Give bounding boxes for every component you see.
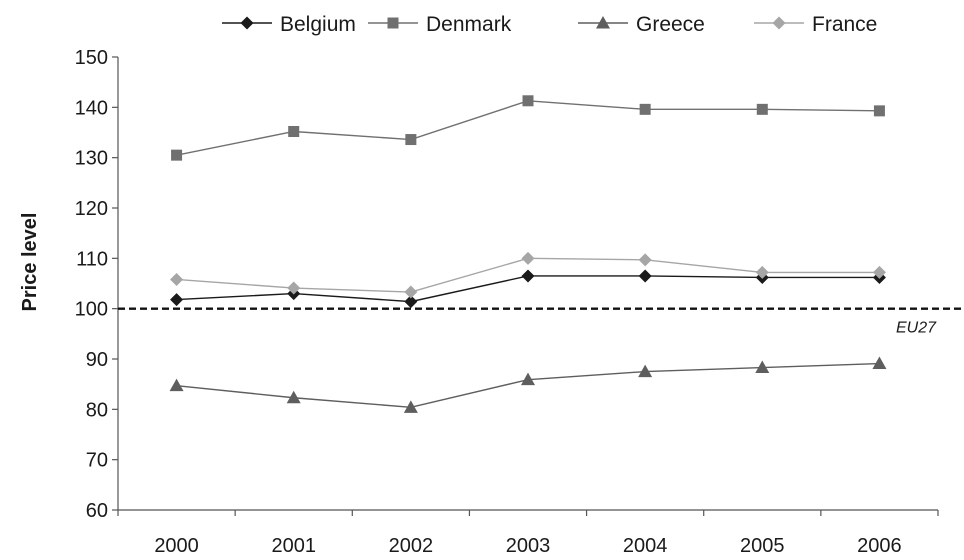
data-point-france xyxy=(755,265,769,279)
data-point-france xyxy=(404,285,418,299)
x-tick-label: 2005 xyxy=(740,535,785,557)
data-point-greece xyxy=(872,356,887,370)
series-belgium xyxy=(170,269,886,309)
legend-marker-greece xyxy=(596,16,610,29)
series-france xyxy=(170,251,886,299)
legend-item-france: France xyxy=(754,13,877,36)
series-layer xyxy=(169,95,887,413)
data-point-france xyxy=(638,253,652,267)
data-point-france xyxy=(521,251,535,265)
data-point-denmark xyxy=(405,134,417,146)
series-greece xyxy=(169,356,887,413)
y-tick-label: 80 xyxy=(86,399,108,421)
legend-item-denmark: Denmark xyxy=(368,13,512,36)
y-tick-label: 100 xyxy=(75,299,108,321)
data-point-denmark xyxy=(171,149,183,161)
data-point-france xyxy=(872,265,886,279)
data-point-denmark xyxy=(756,103,768,115)
data-point-greece xyxy=(403,400,418,413)
x-tick-label: 2000 xyxy=(154,535,199,557)
data-point-greece xyxy=(638,364,653,378)
data-point-denmark xyxy=(639,103,651,115)
y-tick-label: 110 xyxy=(76,248,108,270)
data-point-belgium xyxy=(404,295,418,309)
y-tick-label: 70 xyxy=(86,450,108,472)
y-tick-label: 60 xyxy=(86,500,108,522)
y-tick-label: 150 xyxy=(75,47,108,69)
series-line-denmark xyxy=(176,100,880,156)
legend-label-belgium: Belgium xyxy=(280,13,356,36)
x-axis: 2000 2001 2002 2003 2004 2005 2006 xyxy=(117,509,939,557)
y-axis: 60 70 80 90 100 110 120 130 140 150 xyxy=(75,47,119,522)
reference-line-label: EU27 xyxy=(896,320,937,337)
data-point-belgium xyxy=(170,293,184,307)
data-point-denmark xyxy=(288,125,300,137)
legend-marker-denmark xyxy=(387,17,399,29)
x-tick-label: 2001 xyxy=(271,535,316,557)
data-point-greece xyxy=(521,372,535,386)
legend-item-belgium: Belgium xyxy=(222,13,356,36)
legend-marker-belgium xyxy=(240,16,254,30)
y-tick-label: 140 xyxy=(75,97,108,119)
x-tick-label: 2003 xyxy=(506,535,551,557)
legend-marker-france xyxy=(772,16,786,30)
y-tick-label: 130 xyxy=(75,148,108,170)
legend-label-france: France xyxy=(812,13,877,36)
data-point-greece xyxy=(755,360,770,374)
data-point-belgium xyxy=(638,269,652,283)
legend-label-denmark: Denmark xyxy=(426,13,512,36)
data-point-belgium xyxy=(521,269,535,283)
y-tick-label: 90 xyxy=(86,349,108,371)
data-point-france xyxy=(170,272,184,286)
x-tick-label: 2006 xyxy=(857,535,902,557)
data-point-france xyxy=(287,281,301,295)
y-axis-label: Price level xyxy=(19,213,41,312)
data-point-greece xyxy=(286,390,301,404)
series-denmark xyxy=(171,95,885,161)
legend-label-greece: Greece xyxy=(636,13,705,36)
data-point-denmark xyxy=(873,105,885,117)
legend-item-greece: Greece xyxy=(578,13,705,36)
series-line-greece xyxy=(176,362,880,409)
y-tick-label: 120 xyxy=(75,198,108,220)
reference-line-group: EU27 xyxy=(118,307,964,337)
x-tick-label: 2004 xyxy=(623,535,668,557)
data-point-greece xyxy=(169,378,184,392)
data-point-denmark xyxy=(522,95,534,107)
x-tick-label: 2002 xyxy=(389,535,434,557)
legend: Belgium Denmark Greece France xyxy=(222,13,877,36)
